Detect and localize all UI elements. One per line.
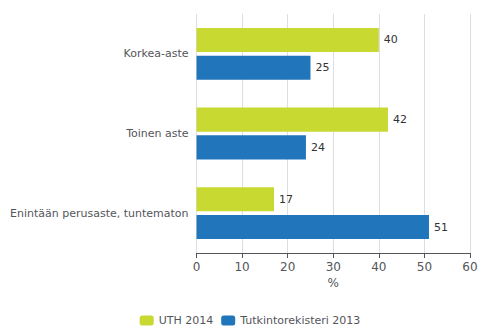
svg-text:Korkea-aste: Korkea-aste (124, 47, 189, 60)
svg-text:Toinen aste: Toinen aste (125, 127, 189, 140)
svg-text:%: % (328, 276, 339, 290)
svg-text:0: 0 (193, 260, 201, 274)
svg-text:51: 51 (434, 221, 448, 234)
svg-text:40: 40 (371, 260, 386, 274)
svg-text:42: 42 (393, 113, 407, 126)
svg-text:10: 10 (234, 260, 249, 274)
svg-text:30: 30 (326, 260, 341, 274)
svg-text:50: 50 (417, 260, 432, 274)
svg-text:60: 60 (462, 260, 477, 274)
svg-text:Enintään perusaste, tuntematon: Enintään perusaste, tuntematon (10, 207, 189, 220)
svg-text:Tutkintorekisteri 2013: Tutkintorekisteri 2013 (239, 314, 360, 327)
svg-text:40: 40 (384, 33, 398, 46)
svg-text:24: 24 (311, 141, 325, 154)
svg-text:UTH 2014: UTH 2014 (159, 314, 214, 327)
svg-text:17: 17 (279, 193, 293, 206)
svg-text:20: 20 (280, 260, 295, 274)
svg-text:25: 25 (315, 61, 329, 74)
